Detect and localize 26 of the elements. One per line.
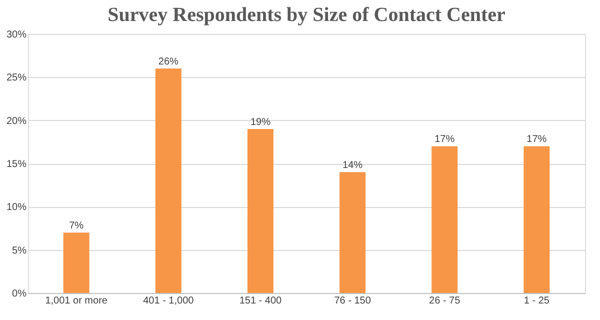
- x-tick-label: 26 - 75: [429, 296, 461, 306]
- bar: [432, 146, 458, 293]
- bar: [155, 68, 182, 293]
- y-tick-label: 15%: [6, 159, 27, 170]
- x-tick-label: 401 - 1,000: [143, 296, 194, 306]
- bar: [63, 232, 90, 293]
- bar: [524, 146, 550, 293]
- x-tick-label: 76 - 150: [334, 296, 372, 306]
- x-tick-label: 151 - 400: [239, 296, 282, 306]
- bar: [340, 172, 366, 293]
- chart-title: Survey Respondents by Size of Contact Center: [108, 4, 506, 26]
- y-tick-label: 30%: [6, 30, 27, 40]
- data-label: 17%: [434, 134, 455, 146]
- y-tick-label: 20%: [6, 116, 27, 127]
- data-label: 19%: [250, 116, 271, 128]
- x-tick-label: 1 - 25: [524, 296, 550, 306]
- y-tick-label: 10%: [6, 202, 27, 214]
- y-tick-label: 5%: [12, 245, 27, 256]
- data-label: 7%: [69, 220, 84, 232]
- y-tick-label: 25%: [6, 72, 27, 84]
- data-label: 17%: [526, 134, 547, 146]
- bar: [247, 128, 274, 293]
- y-tick-label: 0%: [12, 288, 27, 300]
- x-tick-label: 1,001 or more: [45, 296, 108, 306]
- data-label: 14%: [342, 160, 363, 172]
- data-label: 26%: [158, 56, 179, 68]
